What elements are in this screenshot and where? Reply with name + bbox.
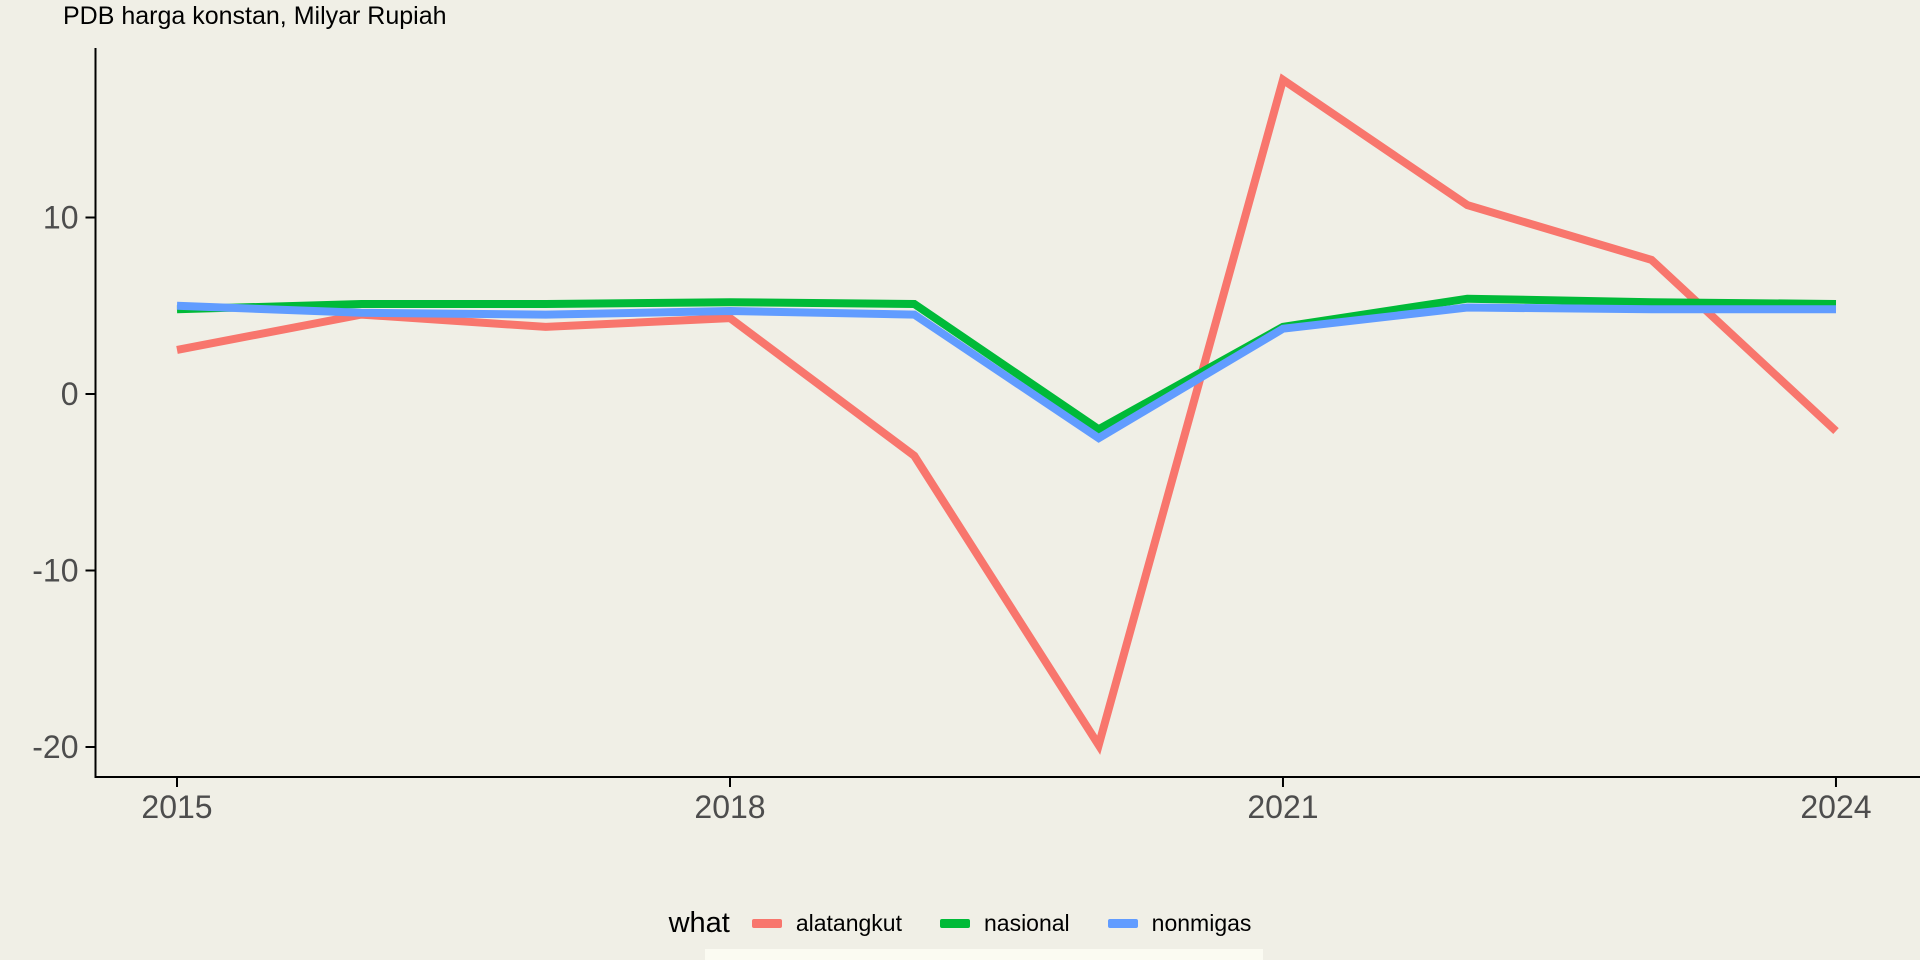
bottom-edge-artifact (705, 949, 1263, 960)
legend-label: nonmigas (1151, 909, 1252, 936)
y-tick-label: -10 (32, 553, 78, 589)
x-tick-label: 2018 (694, 789, 765, 825)
x-tick-label: 2021 (1247, 789, 1318, 825)
legend-key-line-nasional (939, 918, 970, 928)
legend-item-nonmigas: nonmigas (1107, 909, 1252, 937)
series-line-alatangkut (176, 73, 1839, 755)
legend-item-nasional: nasional (939, 909, 1070, 937)
chart-title: PDB harga konstan, Milyar Rupiah (63, 2, 447, 30)
series-line-nasional (176, 294, 1837, 434)
legend-key-line-nonmigas (1107, 918, 1138, 928)
y-tick-label: 0 (61, 376, 79, 412)
x-tick-label: 2015 (141, 789, 212, 825)
series-line-nonmigas (176, 301, 1836, 443)
legend-label: nasional (983, 909, 1070, 936)
legend-key-line-alatangkut (751, 918, 782, 928)
legend-label: alatangkut (795, 909, 902, 936)
y-tick-label: 10 (43, 200, 79, 236)
x-tick-label: 2024 (1800, 789, 1871, 825)
legend: what alatangkut nasional nonmigas (0, 898, 1920, 948)
legend-item-alatangkut: alatangkut (751, 909, 902, 937)
legend-items: alatangkut nasional nonmigas (751, 909, 1252, 937)
y-tick-label: -20 (32, 729, 78, 765)
legend-title: what (668, 906, 730, 939)
